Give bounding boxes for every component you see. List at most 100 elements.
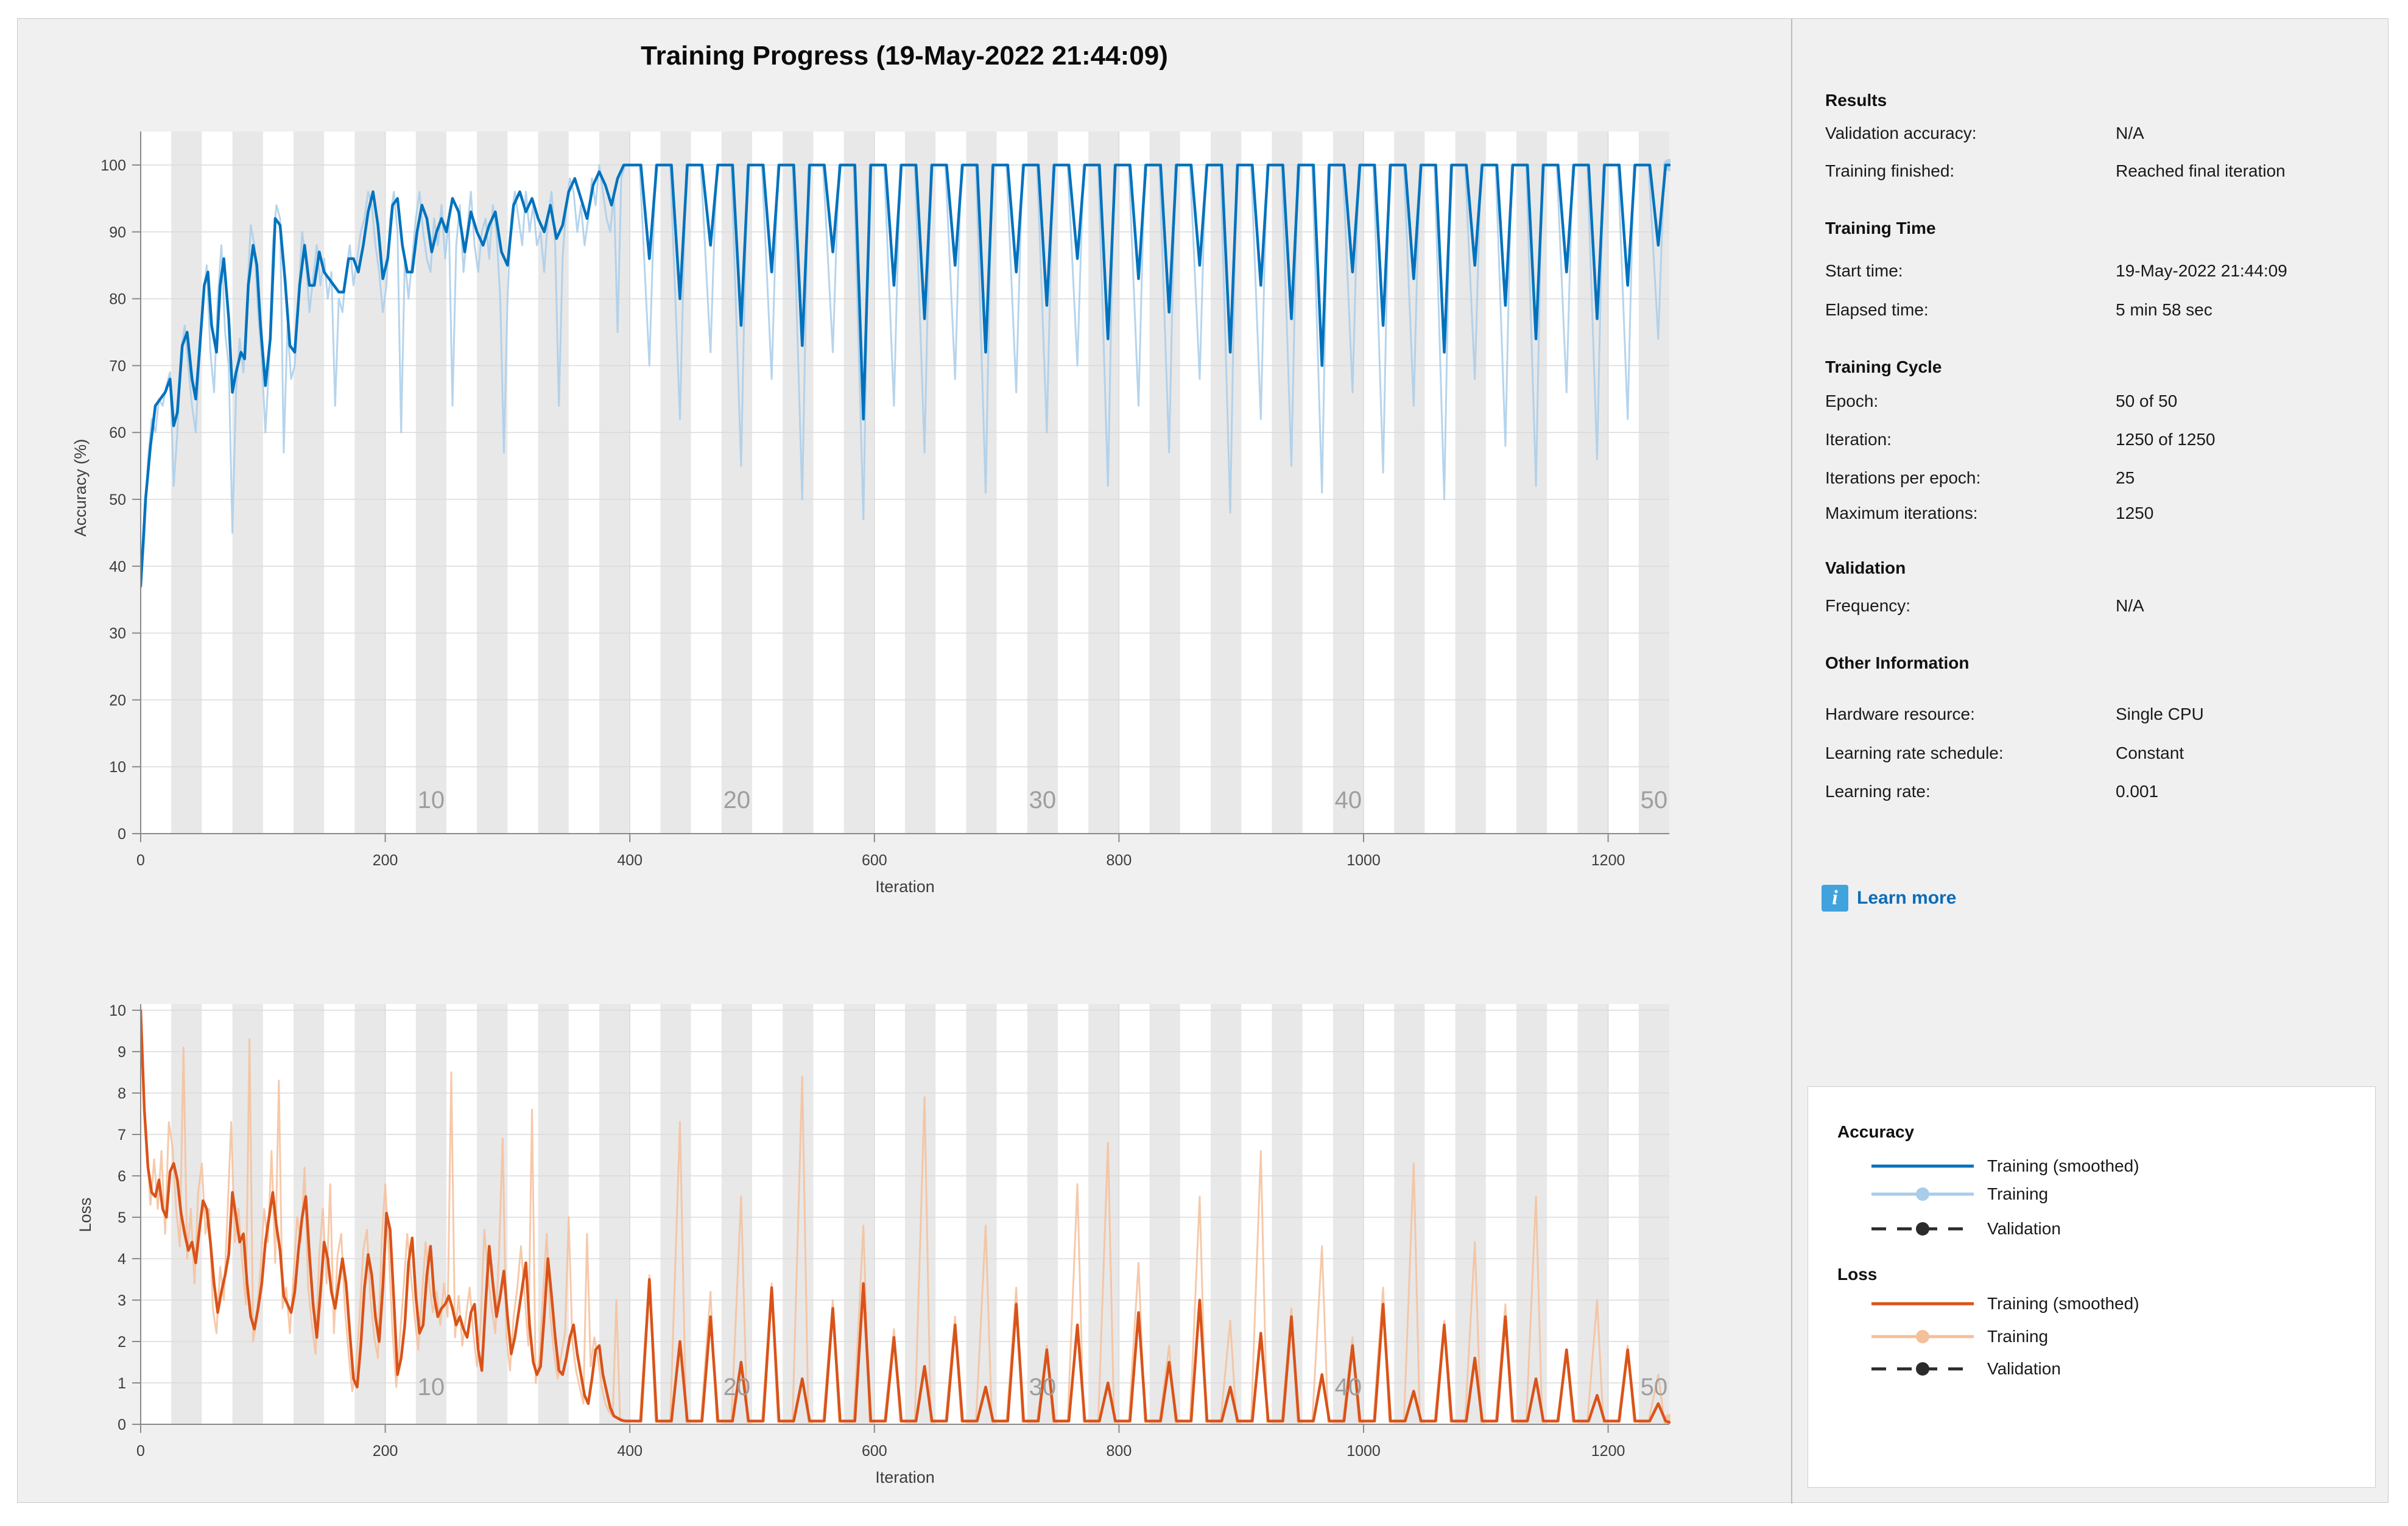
svg-text:10: 10 bbox=[418, 787, 445, 814]
svg-text:20: 20 bbox=[723, 787, 751, 814]
row-value: N/A bbox=[2116, 124, 2144, 142]
svg-text:0: 0 bbox=[118, 826, 126, 843]
svg-text:50: 50 bbox=[1641, 787, 1668, 814]
row-value: 25 bbox=[2116, 468, 2135, 487]
learn-more-label: Learn more bbox=[1857, 888, 1957, 908]
legend-line-loss-training-icon bbox=[1871, 1330, 1974, 1343]
section-header-results: Results bbox=[1825, 91, 1887, 110]
info-row: Learning rate: 0.001 bbox=[1825, 782, 2373, 801]
row-value: Constant bbox=[2116, 744, 2184, 762]
svg-text:100: 100 bbox=[100, 157, 126, 174]
svg-text:4: 4 bbox=[118, 1251, 126, 1268]
info-row: Validation accuracy: N/A bbox=[1825, 124, 2373, 143]
legend-item: Training (smoothed) bbox=[1869, 1155, 2139, 1177]
svg-text:30: 30 bbox=[1029, 1374, 1057, 1401]
panel-divider bbox=[1791, 19, 1792, 1503]
info-row: Elapsed time: 5 min 58 sec bbox=[1825, 300, 2373, 320]
info-row: Training finished: Reached final iteratio… bbox=[1825, 161, 2373, 181]
svg-text:8: 8 bbox=[118, 1085, 126, 1102]
svg-text:1000: 1000 bbox=[1347, 852, 1381, 869]
svg-text:Loss: Loss bbox=[76, 1197, 94, 1232]
loss-chart: 10 20 30 40 50 0 1 2 3 4 5 6 7 8 9 10 0 200 400 600 800 1000 1… bbox=[76, 1002, 1670, 1486]
row-label: Hardware resource: bbox=[1825, 705, 1975, 723]
row-value: 1250 of 1250 bbox=[2116, 430, 2216, 449]
svg-text:7: 7 bbox=[118, 1127, 126, 1144]
svg-text:10: 10 bbox=[109, 759, 126, 776]
svg-text:20: 20 bbox=[109, 692, 126, 709]
info-icon: i bbox=[1822, 885, 1848, 912]
section-header-training-time: Training Time bbox=[1825, 219, 1936, 237]
row-label: Learning rate schedule: bbox=[1825, 744, 2004, 762]
training-progress-window: Training Progress (19-May-2022 21:44:09)… bbox=[17, 18, 2389, 1503]
legend-label: Validation bbox=[1987, 1219, 2061, 1238]
svg-text:6: 6 bbox=[118, 1168, 126, 1185]
legend-header-accuracy: Accuracy bbox=[1837, 1122, 1915, 1141]
row-value: 50 of 50 bbox=[2116, 392, 2178, 410]
svg-text:800: 800 bbox=[1107, 852, 1132, 869]
legend-item: Training bbox=[1869, 1183, 2048, 1205]
svg-text:1000: 1000 bbox=[1347, 1443, 1381, 1460]
svg-text:40: 40 bbox=[109, 558, 126, 575]
legend-box: Accuracy Training (smoothed) Training Va… bbox=[1808, 1086, 2376, 1488]
legend-line-loss-training-smoothed-icon bbox=[1871, 1302, 1974, 1306]
svg-text:400: 400 bbox=[617, 1443, 642, 1460]
legend-item: Training (smoothed) bbox=[1869, 1293, 2139, 1315]
row-value: 19-May-2022 21:44:09 bbox=[2116, 261, 2287, 280]
row-label: Learning rate: bbox=[1825, 782, 1931, 801]
row-label: Frequency: bbox=[1825, 596, 1911, 615]
section-header-training-cycle: Training Cycle bbox=[1825, 357, 1942, 376]
info-row: Maximum iterations: 1250 bbox=[1825, 504, 2373, 523]
svg-text:1200: 1200 bbox=[1591, 852, 1625, 869]
svg-text:200: 200 bbox=[373, 852, 398, 869]
svg-text:50: 50 bbox=[109, 491, 126, 508]
legend-line-loss-validation-icon bbox=[1871, 1362, 1974, 1376]
page-title: Training Progress (19-May-2022 21:44:09) bbox=[641, 41, 1168, 71]
legend-label: Training (smoothed) bbox=[1987, 1294, 2139, 1313]
svg-text:90: 90 bbox=[109, 224, 126, 241]
svg-text:Iteration: Iteration bbox=[875, 877, 935, 896]
legend-line-accuracy-validation-icon bbox=[1871, 1222, 1974, 1236]
svg-text:10: 10 bbox=[418, 1374, 445, 1401]
svg-text:5: 5 bbox=[118, 1209, 126, 1226]
svg-text:40: 40 bbox=[1335, 1374, 1362, 1401]
row-label: Iteration: bbox=[1825, 430, 1892, 449]
row-value: 1250 bbox=[2116, 504, 2154, 522]
svg-text:50: 50 bbox=[1641, 1374, 1668, 1401]
svg-text:1: 1 bbox=[118, 1375, 126, 1392]
learn-more-link[interactable]: i Learn more bbox=[1822, 885, 1956, 912]
legend-label: Validation bbox=[1987, 1359, 2061, 1378]
svg-text:80: 80 bbox=[109, 291, 126, 308]
legend-line-accuracy-training-smoothed-icon bbox=[1871, 1164, 1974, 1168]
svg-text:1200: 1200 bbox=[1591, 1443, 1625, 1460]
legend-item: Training bbox=[1869, 1326, 2048, 1348]
legend-label: Training bbox=[1987, 1327, 2049, 1346]
svg-text:600: 600 bbox=[862, 852, 887, 869]
svg-text:600: 600 bbox=[862, 1443, 887, 1460]
svg-text:20: 20 bbox=[723, 1374, 751, 1401]
svg-text:10: 10 bbox=[109, 1002, 126, 1019]
row-label: Validation accuracy: bbox=[1825, 124, 1977, 142]
legend-header-loss: Loss bbox=[1837, 1265, 1878, 1284]
row-label: Epoch: bbox=[1825, 392, 1879, 410]
row-label: Elapsed time: bbox=[1825, 300, 1929, 319]
svg-text:200: 200 bbox=[373, 1443, 398, 1460]
svg-text:70: 70 bbox=[109, 357, 126, 374]
section-header-other-information: Other Information bbox=[1825, 653, 1970, 672]
svg-text:30: 30 bbox=[109, 625, 126, 642]
legend-label: Training (smoothed) bbox=[1987, 1156, 2139, 1175]
info-row: Iteration: 1250 of 1250 bbox=[1825, 430, 2373, 449]
section-header-validation: Validation bbox=[1825, 558, 1906, 577]
row-value: 5 min 58 sec bbox=[2116, 300, 2213, 319]
info-row: Frequency: N/A bbox=[1825, 596, 2373, 616]
svg-text:Iteration: Iteration bbox=[875, 1468, 935, 1486]
svg-text:60: 60 bbox=[109, 424, 126, 441]
svg-text:40: 40 bbox=[1335, 787, 1362, 814]
row-value: N/A bbox=[2116, 596, 2144, 615]
info-row: Hardware resource: Single CPU bbox=[1825, 705, 2373, 724]
legend-label: Training bbox=[1987, 1184, 2049, 1203]
svg-text:0: 0 bbox=[118, 1416, 126, 1433]
row-value: 0.001 bbox=[2116, 782, 2159, 801]
info-row: Epoch: 50 of 50 bbox=[1825, 392, 2373, 411]
row-value: Single CPU bbox=[2116, 705, 2204, 723]
